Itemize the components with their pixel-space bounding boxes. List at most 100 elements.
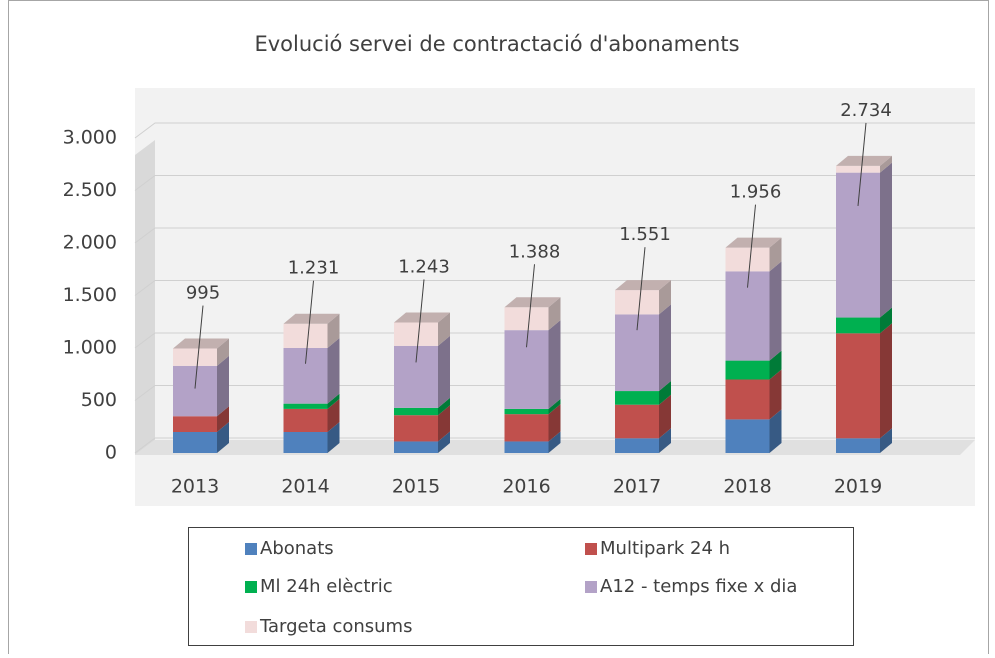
- y-tick-label: 0: [105, 442, 117, 464]
- bar-front: [283, 408, 328, 432]
- legend-label: Abonats: [260, 538, 334, 559]
- chart-title: Evolució servei de contractació d'abonam…: [254, 32, 739, 56]
- grid-line: [134, 280, 975, 296]
- bar-segment: [504, 320, 561, 409]
- bar-segment: [173, 338, 229, 366]
- bar-side: [880, 428, 892, 453]
- leader-line: [305, 280, 314, 364]
- bar-side: [548, 320, 561, 409]
- bar-side: [659, 428, 671, 453]
- bar-segment: [283, 393, 340, 409]
- bar-front: [615, 438, 659, 453]
- leader-line: [526, 264, 535, 348]
- bar-front: [836, 172, 880, 318]
- legend-swatch: [585, 543, 597, 555]
- bar-front: [725, 247, 770, 272]
- legend-label: Targeta consums: [259, 616, 412, 637]
- bar-top: [836, 155, 892, 166]
- bar-segment: [725, 261, 782, 361]
- bar-front: [725, 379, 770, 420]
- grid-line: [134, 227, 975, 244]
- bar-segment: [615, 381, 671, 405]
- bar-front: [615, 290, 659, 315]
- bar-front: [504, 307, 549, 331]
- grid-line: [134, 122, 975, 139]
- bar-segment: [725, 369, 782, 420]
- bar-segment: [836, 428, 892, 453]
- bar-side: [659, 304, 671, 392]
- legend-label: Multipark 24 h: [600, 538, 730, 559]
- bar-front: [725, 419, 770, 453]
- bar-front: [394, 407, 438, 416]
- bar-segment: [615, 394, 671, 439]
- x-tick-label: 2014: [281, 476, 329, 498]
- legend-label: Ml 24h elèctric: [260, 576, 393, 597]
- leader-line: [415, 279, 425, 363]
- leader-line: [194, 305, 204, 389]
- y-tick-label: 1.500: [63, 284, 117, 306]
- bar-segment: [394, 312, 450, 346]
- bar-front: [173, 365, 217, 417]
- bar-side: [769, 369, 782, 420]
- bar-segment: [615, 304, 671, 392]
- bar-segment: [283, 338, 340, 404]
- bar-side: [327, 338, 340, 404]
- bar-front: [504, 441, 549, 453]
- bar-side: [217, 422, 229, 453]
- bar-segment: [173, 422, 229, 453]
- bar-segment: [615, 280, 671, 315]
- bar-segment: [394, 405, 450, 442]
- data-label: 2.734: [840, 100, 892, 121]
- bar-front: [283, 432, 328, 453]
- x-tick-label: 2015: [392, 476, 440, 498]
- y-tick-label: 3.000: [63, 127, 117, 149]
- grid-line: [134, 385, 975, 401]
- legend-swatch: [245, 581, 257, 593]
- bar-side: [438, 335, 450, 408]
- bar-segment: [836, 323, 892, 439]
- bar-front: [173, 432, 217, 453]
- bar-side: [880, 162, 892, 318]
- grid-line: [134, 332, 975, 349]
- bar-segment: [394, 335, 450, 408]
- bar-side: [217, 406, 229, 432]
- bar-side: [327, 393, 340, 409]
- bar-segment: [504, 404, 561, 442]
- bar-segment: [504, 398, 561, 415]
- bar-front: [836, 165, 880, 173]
- data-label: 1.243: [398, 256, 450, 277]
- bar-side: [438, 397, 450, 416]
- bar-front: [394, 415, 438, 442]
- bar-top: [504, 297, 561, 308]
- bar-top: [615, 280, 671, 291]
- bar-side: [327, 422, 340, 453]
- x-tick-label: 2016: [502, 476, 550, 498]
- bar-segment: [725, 237, 782, 272]
- x-tick-label: 2017: [613, 476, 661, 498]
- leader-line: [636, 247, 646, 331]
- bar-front: [394, 322, 438, 346]
- bar-front: [173, 416, 217, 432]
- bar-front: [836, 438, 880, 453]
- x-tick-label: 2013: [171, 476, 219, 498]
- bar-front: [283, 403, 328, 409]
- bar-segment: [836, 155, 892, 173]
- bar-segment: [836, 307, 892, 334]
- y-tick-label: 2.000: [63, 232, 117, 254]
- bar-front: [615, 391, 659, 405]
- bar-front: [836, 333, 880, 439]
- bar-side: [769, 409, 782, 453]
- bar-front: [725, 360, 770, 380]
- bar-front: [394, 441, 438, 453]
- bar-segment: [394, 397, 450, 416]
- bar-top: [283, 313, 340, 324]
- bar-side: [217, 338, 229, 366]
- bar-segment: [283, 422, 340, 453]
- grid-line: [134, 175, 975, 191]
- bar-side: [438, 312, 450, 346]
- bar-front: [504, 408, 549, 415]
- bar-front: [173, 348, 217, 366]
- leader-line: [747, 204, 756, 288]
- bar-top: [394, 312, 450, 323]
